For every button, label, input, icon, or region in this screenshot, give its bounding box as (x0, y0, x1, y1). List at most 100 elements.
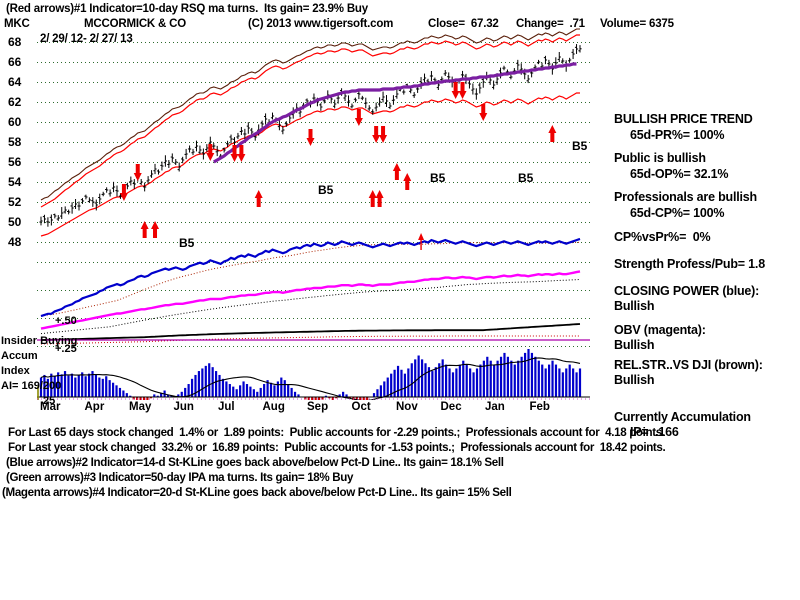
x-axis-month-label: Aug (262, 401, 285, 413)
insider-buying (40, 323, 581, 341)
buy-arrow-up (392, 163, 401, 180)
lower-band (40, 92, 580, 237)
x-axis-month-label: Dec (440, 401, 462, 413)
y-axis-label: 66 (8, 55, 22, 69)
relative-strength-line (40, 28, 580, 201)
footer-line-3: (Blue arrows)#2 Indicator=14-d St-KLine … (6, 456, 504, 469)
buy-arrow-up (548, 125, 557, 142)
buy-arrow-up (151, 221, 160, 238)
obv (40, 270, 581, 330)
sell-arrow-down (372, 126, 381, 143)
closing-power-ma (40, 241, 581, 317)
y-axis-label: 56 (8, 155, 22, 169)
ticker-symbol: MKC (4, 18, 30, 30)
signal-arrows (119, 82, 557, 250)
sell-arrow-down (306, 129, 315, 146)
sell-arrow-down (379, 126, 388, 143)
sell-arrow-down (119, 184, 128, 201)
accumulation-ip-value: IP= .166 (630, 425, 679, 439)
ma-line (212, 62, 577, 164)
x-axis-month-label: Jan (485, 401, 505, 413)
sell-arrow-down (458, 82, 467, 99)
plus-25-label: +.25 (55, 343, 77, 355)
sell-arrow-down (451, 82, 460, 99)
x-axis-month-label: Jul (218, 401, 235, 413)
plus-50-label: +.50 (55, 315, 77, 327)
b5-label: B5 (572, 139, 588, 153)
twentyfive-label: 25 (43, 395, 56, 407)
rel-strength (40, 28, 580, 201)
closing-power-title: CLOSING POWER (blue): (614, 284, 760, 298)
cp-vs-pr-value: CP%vsPr%= 0% (614, 230, 711, 244)
b5-label: B5 (430, 171, 446, 185)
obv-value: Bullish (614, 338, 655, 352)
index-label: Index (1, 365, 30, 377)
date-range: 2/ 29/ 12- 2/ 27/ 13 (40, 33, 133, 45)
y-axis-label: 58 (8, 135, 22, 149)
y-axis-label: 64 (8, 75, 22, 89)
accum-ma (40, 357, 581, 400)
footer-line-5: (Magenta arrows)#4 Indicator=20-d St-KLi… (2, 486, 512, 499)
closing-power (40, 237, 581, 318)
copyright-notice: (C) 2013 www.tigersoft.com (248, 18, 394, 30)
strength-value: Strength Profess/Pub= 1.8 (614, 257, 765, 271)
ai-value-label: AI= 169/200 (1, 380, 62, 392)
close-price: Close= 67.32 (428, 18, 499, 30)
indicator-1-text: (Red arrows)#1 Indicator=10-day RSQ ma t… (6, 3, 368, 15)
x-axis-month-label: Feb (529, 401, 550, 413)
insider-buying-label: Insider Buying (1, 335, 78, 347)
footer-line-1: For Last 65 days stock changed 1.4% or 1… (8, 426, 665, 439)
x-axis-month-label: Mar (40, 401, 61, 413)
y-axis-label: 50 (8, 215, 22, 229)
b5-label: B5 (318, 183, 334, 197)
x-axis-month-label: Oct (351, 401, 371, 413)
volume: Volume= 6375 (600, 18, 674, 30)
trend-title: BULLISH PRICE TREND (614, 112, 753, 126)
professionals-title: Professionals are bullish (614, 190, 757, 204)
obv-line (40, 270, 581, 330)
x-axis-month-label: May (129, 401, 152, 413)
b5-label: B5 (518, 171, 534, 185)
grid-lines (37, 42, 590, 347)
sell-arrow-down (230, 145, 239, 162)
upper-band (40, 34, 580, 208)
sell-arrow-down (237, 145, 246, 162)
b5-label: B5 (179, 236, 195, 250)
trend-value: 65d-PR%= 100% (630, 128, 725, 142)
footer-line-2: For Last year stock changed 33.2% or 16.… (8, 441, 666, 454)
x-axis-month-label: Apr (84, 401, 105, 413)
sell-arrow-down (354, 109, 363, 126)
insider-buying-line (37, 323, 590, 345)
x-axis-month-label: Nov (396, 401, 418, 413)
y-axis-label: 60 (8, 115, 22, 129)
buy-arrow-up (403, 173, 412, 190)
public-title: Public is bullish (614, 151, 706, 165)
buy-arrow-up (140, 221, 149, 238)
y-axis-label: 48 (8, 235, 22, 249)
closing-power-line (40, 237, 581, 318)
x-axis-month-label: Sep (307, 401, 329, 413)
relstr-title: REL.STR..VS DJI (brown): (614, 358, 763, 372)
accum-label: Accum (1, 350, 38, 362)
public-value: 65d-OP%= 32.1% (630, 167, 729, 181)
price-chart-plot[interactable] (37, 28, 590, 400)
bollinger-bands (40, 34, 580, 237)
price-change: Change= .71 (516, 18, 585, 30)
sell-arrow-down (206, 144, 215, 161)
y-axis-label: 62 (8, 95, 22, 109)
professionals-value: 65d-CP%= 100% (630, 206, 725, 220)
x-axis-ticks (37, 386, 590, 400)
b5-arrow (418, 233, 425, 250)
footer-line-4: (Green arrows)#3 Indicator=50-day IPA ma… (6, 471, 354, 484)
sell-arrow-down (133, 164, 142, 181)
buy-arrow-up (254, 190, 263, 207)
relstr-value: Bullish (614, 373, 655, 387)
accumulation-status-title: Currently Accumulation (614, 410, 751, 424)
buy-arrow-up (375, 190, 384, 207)
obv-ma (40, 278, 581, 335)
chart-svg (37, 28, 590, 400)
obv-ma (40, 278, 581, 335)
x-axis-month-label: Jun (173, 401, 194, 413)
accumulation-index-bars (37, 349, 590, 400)
